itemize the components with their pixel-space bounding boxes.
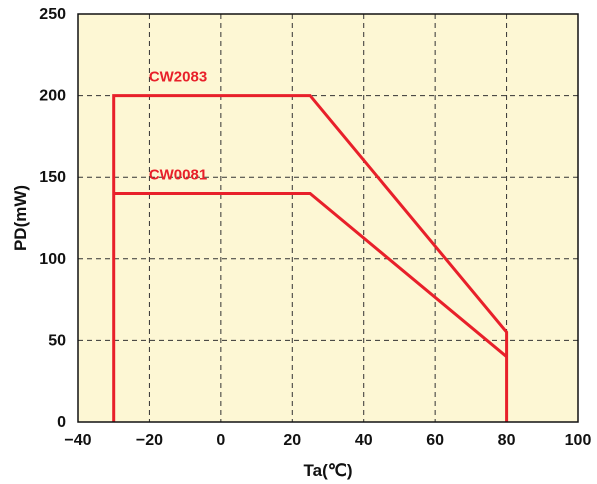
x-tick-label: 20 <box>283 432 301 449</box>
y-tick-label: 200 <box>39 88 66 105</box>
x-tick-label: 100 <box>565 432 592 449</box>
x-axis-label: Ta(℃) <box>304 461 353 480</box>
y-axis-label: PD(mW) <box>11 185 30 251</box>
x-tick-label: 80 <box>498 432 516 449</box>
series-labels: CW2083 CW0081 <box>149 69 207 184</box>
y-tick-label: 100 <box>39 251 66 268</box>
series-line-cw0081 <box>113 192 508 358</box>
y-tick-label: 50 <box>48 332 66 349</box>
series-line-cw2083 <box>112 94 509 422</box>
x-tick-labels: −40 −20 0 20 40 60 80 100 <box>64 432 591 449</box>
y-tick-labels: 0 50 100 150 200 250 <box>39 6 66 431</box>
x-tick-label: 60 <box>426 432 444 449</box>
series-lines <box>112 94 509 422</box>
x-tick-label: 40 <box>355 432 373 449</box>
series-label-cw0081: CW0081 <box>149 167 207 184</box>
plot-frame <box>77 13 579 423</box>
y-tick-label: 0 <box>57 414 66 431</box>
y-tick-label: 150 <box>39 169 66 186</box>
plot-area <box>78 14 578 422</box>
x-tick-label: 0 <box>216 432 225 449</box>
series-label-cw2083: CW2083 <box>149 69 207 86</box>
y-tick-label: 250 <box>39 6 66 23</box>
x-tick-label: −20 <box>136 432 163 449</box>
grid-lines <box>78 14 578 422</box>
x-tick-label: −40 <box>64 432 91 449</box>
